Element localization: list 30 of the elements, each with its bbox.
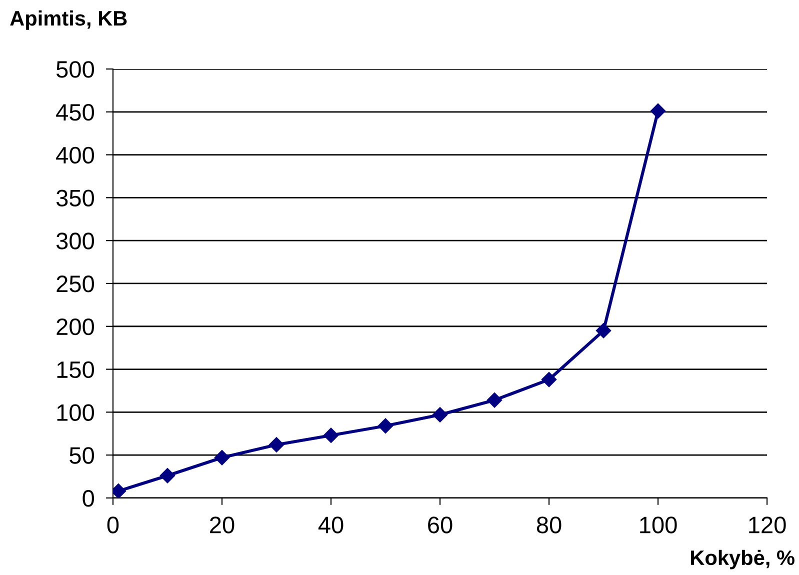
point — [214, 450, 230, 466]
point — [268, 437, 284, 452]
y-tick-label: 300 — [56, 232, 94, 250]
x-tick-label: 80 — [536, 516, 562, 534]
point — [486, 392, 502, 408]
y-tick-label: 200 — [56, 318, 94, 336]
y-tick-label: 400 — [56, 146, 94, 164]
y-tick-label: 150 — [57, 361, 94, 378]
point — [160, 468, 176, 484]
x-tick-label: 0 — [107, 516, 119, 534]
point — [323, 428, 339, 443]
point — [378, 418, 394, 434]
y-tick-label: 100 — [57, 404, 94, 421]
point — [432, 407, 448, 422]
y-tick-label: 500 — [56, 61, 94, 78]
x-tick-label: 20 — [210, 516, 234, 534]
point — [541, 372, 557, 388]
y-tick-label: 250 — [56, 276, 94, 292]
x-tick-label: 40 — [318, 516, 344, 534]
y-tick-label: 0 — [82, 490, 94, 507]
x-tick-label: 100 — [640, 516, 677, 534]
y-tick-label: 350 — [56, 190, 94, 206]
point — [650, 103, 666, 119]
point — [596, 323, 612, 338]
x-tick-label: 60 — [428, 516, 452, 534]
y-tick-label: 450 — [56, 104, 94, 121]
x-axis-title: Kokybė, % — [691, 550, 794, 570]
y-tick-label: 50 — [70, 447, 94, 464]
y-axis-title: Apimtis, KB — [10, 10, 127, 30]
x-tick-label: 120 — [749, 516, 786, 534]
